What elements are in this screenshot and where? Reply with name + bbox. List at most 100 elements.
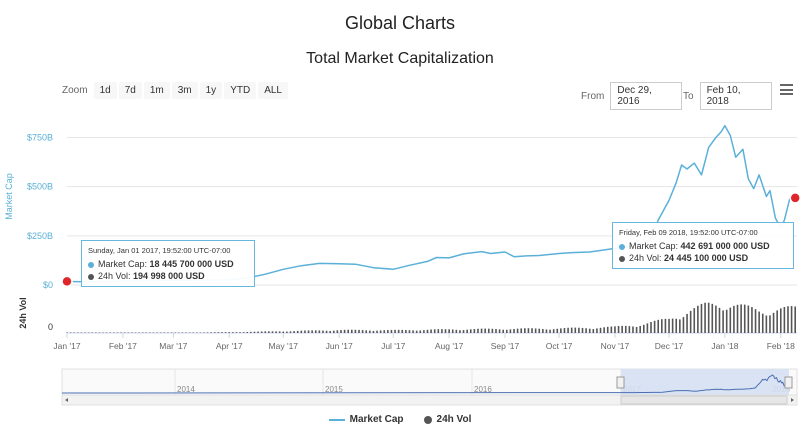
volume-bar [102,332,104,333]
volume-tick-label: 0 [48,322,53,332]
volume-bar [268,331,270,333]
x-tick-label: Nov '17 [601,341,630,351]
zoom-1m-button[interactable]: 1m [143,82,170,99]
volume-bar [390,329,393,333]
volume-bar [318,330,321,333]
volume-bar [772,312,775,333]
volume-bar [170,332,173,333]
scroll-right-icon[interactable] [791,398,794,402]
volume-bar [776,310,778,333]
x-tick-label: Sep '17 [491,341,520,351]
x-tick-label: Oct '17 [546,341,573,351]
scrollbar-thumb[interactable] [620,395,788,405]
volume-bar [733,305,735,333]
volume-bar [657,319,660,333]
market-cap-line [66,124,796,283]
zoom-1d-button[interactable]: 1d [93,82,117,99]
volume-bar [192,332,194,333]
navigator-tick-label: 2014 [177,385,195,394]
volume-bar [293,331,295,333]
legend-label-market-cap: Market Cap [349,414,404,425]
volume-bar [232,332,234,333]
volume-bar [477,328,479,333]
volume-bar [105,332,108,333]
navigator-selection[interactable] [621,369,789,395]
zoom-1y-button[interactable]: 1y [199,82,223,99]
volume-bar [707,302,710,333]
legend-item-volume[interactable]: 24h Vol [423,414,472,425]
volume-dot-icon [88,273,94,280]
tooltip-vol-value: 194 998 000 USD [133,271,205,281]
volume-bar [405,329,407,333]
volume-bar [343,329,346,333]
zoom-ytd-button[interactable]: YTD [224,82,257,99]
x-tick-label: Jul '17 [381,341,406,351]
volume-bar [581,327,584,333]
hover-marker [789,192,800,204]
volume-bar [603,327,605,333]
volume-bar [491,328,494,333]
market-cap-dot-icon [88,261,94,268]
volume-bar [123,332,126,333]
volume-bar [761,313,764,333]
volume-bar [462,330,465,333]
volume-bar [542,329,544,333]
volume-bar [412,330,414,333]
scrollbar-track[interactable] [61,394,798,406]
zoom-3m-button[interactable]: 3m [171,82,198,99]
volume-bar [275,331,277,333]
zoom-7d-button[interactable]: 7d [118,82,142,99]
volume-bar [419,330,422,333]
legend-label-volume: 24h Vol [436,414,472,425]
volume-bar [264,331,267,333]
volume-bar [379,330,382,333]
volume-bar [617,326,620,333]
volume-bar [246,332,249,333]
hover-marker [61,275,73,288]
volume-bar [624,325,627,333]
volume-bar [372,330,375,333]
x-tick-label: Dec '17 [655,341,684,351]
volume-bar [84,332,86,333]
volume-bar [480,328,483,333]
volume-bar [513,328,515,333]
navigator-right-handle[interactable] [784,376,793,389]
hamburger-menu-icon[interactable] [780,84,793,95]
volume-bar [239,332,241,333]
volume-bar [127,332,130,333]
range-to: To Feb 10, 2018 [683,82,772,110]
volume-bar [516,328,519,333]
volume-bar [697,305,699,333]
volume-bar [361,330,364,333]
volume-bar [311,330,313,333]
volume-bar [599,327,602,333]
volume-bar [650,322,652,333]
range-from-input[interactable]: Dec 29, 2016 [610,82,683,110]
volume-bar [253,331,256,333]
volume-bar [300,330,303,333]
x-tick-label: May '17 [269,341,299,351]
navigator-left-handle[interactable] [616,376,625,389]
volume-bar [441,329,443,333]
volume-bar [242,332,245,333]
volume-bar [689,310,692,333]
volume-bar [257,331,259,333]
volume-bar [141,332,144,333]
range-to-input[interactable]: Feb 10, 2018 [699,82,772,110]
volume-bar [794,306,796,333]
zoom-all-button[interactable]: ALL [258,82,288,99]
line-legend-icon [328,418,345,421]
volume-bar [455,329,458,333]
volume-bar [73,332,76,333]
volume-bar [347,329,349,333]
volume-bar [671,318,674,333]
volume-bar [98,332,101,333]
tooltip-vol-label: 24h Vol: [629,253,662,263]
volume-bar [69,332,72,333]
volume-bar [506,329,508,333]
scroll-left-icon[interactable] [65,398,68,402]
volume-bar [473,329,476,333]
volume-bar [156,332,158,333]
tooltip-date: Sunday, Jan 01 2017, 19:52:00 UTC-07:00 [88,246,231,255]
legend-item-market-cap[interactable]: Market Cap [328,414,404,425]
